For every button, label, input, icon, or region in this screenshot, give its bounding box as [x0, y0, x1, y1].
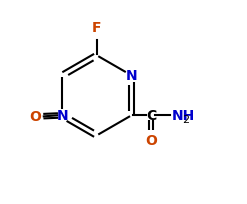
Text: NH: NH	[172, 109, 195, 123]
Text: O: O	[145, 133, 157, 147]
Text: C: C	[146, 109, 156, 123]
Text: 2: 2	[182, 114, 189, 124]
Text: O: O	[29, 110, 41, 124]
Text: F: F	[92, 21, 102, 35]
Text: N: N	[56, 109, 68, 123]
Text: N: N	[126, 69, 137, 83]
